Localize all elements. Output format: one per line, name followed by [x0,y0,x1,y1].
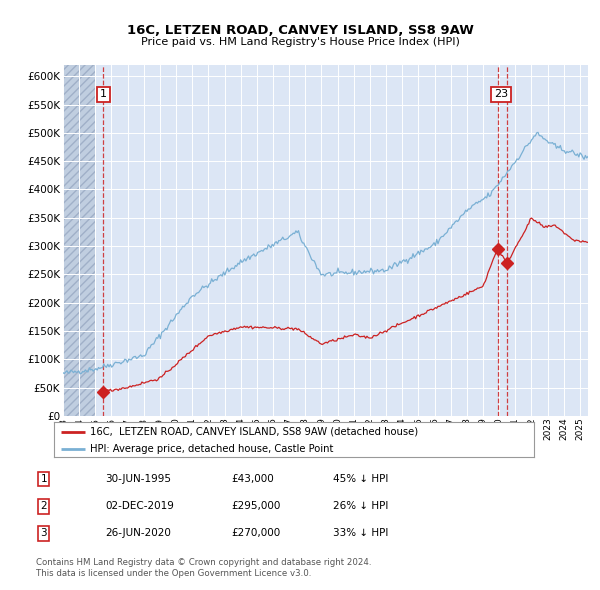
Text: 3: 3 [40,529,47,538]
Text: 45% ↓ HPI: 45% ↓ HPI [333,474,388,484]
Text: 02-DEC-2019: 02-DEC-2019 [105,502,174,511]
Text: 1: 1 [100,89,107,99]
Text: 2: 2 [40,502,47,511]
Text: 26% ↓ HPI: 26% ↓ HPI [333,502,388,511]
Text: 16C,  LETZEN ROAD, CANVEY ISLAND, SS8 9AW (detached house): 16C, LETZEN ROAD, CANVEY ISLAND, SS8 9AW… [90,427,418,437]
Text: HPI: Average price, detached house, Castle Point: HPI: Average price, detached house, Cast… [90,444,334,454]
Text: This data is licensed under the Open Government Licence v3.0.: This data is licensed under the Open Gov… [36,569,311,578]
Text: 30-JUN-1995: 30-JUN-1995 [105,474,171,484]
Text: £295,000: £295,000 [231,502,280,511]
Text: £43,000: £43,000 [231,474,274,484]
Text: 26-JUN-2020: 26-JUN-2020 [105,529,171,538]
Text: 1: 1 [40,474,47,484]
Text: £270,000: £270,000 [231,529,280,538]
Text: 33% ↓ HPI: 33% ↓ HPI [333,529,388,538]
Text: 16C, LETZEN ROAD, CANVEY ISLAND, SS8 9AW: 16C, LETZEN ROAD, CANVEY ISLAND, SS8 9AW [127,24,473,37]
Text: 23: 23 [494,89,508,99]
Polygon shape [63,65,95,416]
Text: Price paid vs. HM Land Registry's House Price Index (HPI): Price paid vs. HM Land Registry's House … [140,37,460,47]
Text: Contains HM Land Registry data © Crown copyright and database right 2024.: Contains HM Land Registry data © Crown c… [36,558,371,567]
